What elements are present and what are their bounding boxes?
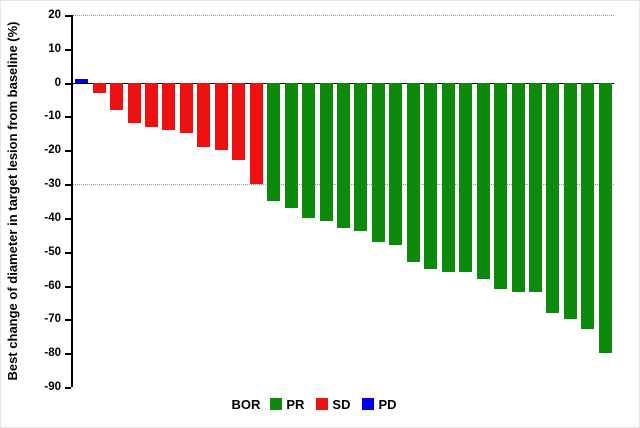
- bar-sd: [179, 82, 193, 134]
- bar-pr: [371, 82, 385, 242]
- bar-pr: [459, 82, 473, 272]
- bar-pr: [389, 82, 403, 245]
- y-tick: [65, 15, 71, 17]
- bar-pr: [528, 82, 542, 293]
- y-tick: [65, 217, 71, 220]
- y-tick: [65, 319, 71, 322]
- bar-sd: [145, 82, 159, 127]
- bar-pr: [511, 82, 525, 293]
- y-tick: [65, 353, 71, 356]
- legend-swatch-sd: [316, 398, 329, 410]
- y-tick-label: -30: [44, 178, 61, 191]
- bar-pr: [563, 82, 577, 320]
- y-tick-label: 0: [54, 76, 61, 89]
- legend-title: BOR: [231, 397, 261, 412]
- y-tick-label: -40: [44, 211, 61, 224]
- y-tick: [65, 285, 71, 288]
- y-tick-label: -10: [44, 110, 61, 123]
- bar-pr: [581, 82, 595, 330]
- bar-pr: [302, 82, 316, 218]
- legend: BOR PR SD PD: [1, 397, 639, 412]
- y-tick-label: -20: [44, 144, 61, 157]
- bar-sd: [232, 82, 246, 161]
- y-tick: [65, 150, 71, 153]
- bar-pr: [267, 82, 281, 201]
- bar-sd: [249, 82, 263, 185]
- bar-pd: [75, 79, 89, 83]
- y-tick: [65, 82, 71, 85]
- bar-pr: [319, 82, 333, 222]
- y-tick-label: 10: [48, 42, 61, 55]
- bar-pr: [337, 82, 350, 229]
- bar-pr: [598, 82, 612, 354]
- bar-pr: [284, 82, 298, 208]
- bar-pr: [476, 82, 490, 279]
- legend-label-pd: PD: [378, 397, 397, 412]
- y-tick-label: -90: [44, 381, 61, 393]
- gridline-20: [73, 15, 614, 16]
- y-tick-label: -80: [44, 347, 61, 360]
- y-tick: [65, 48, 71, 51]
- bar-sd: [197, 82, 211, 147]
- y-tick-label: -50: [44, 245, 61, 258]
- legend-label-pr: PR: [286, 397, 305, 412]
- bar-sd: [110, 82, 124, 110]
- legend-swatch-pr: [270, 398, 283, 410]
- bar-pr: [424, 82, 438, 269]
- bar-pr: [494, 82, 508, 289]
- bar-pr: [441, 82, 455, 272]
- bar-pr: [406, 82, 420, 262]
- legend-entries: PR SD PD: [270, 397, 408, 412]
- bar-pr: [546, 82, 560, 313]
- y-tick: [65, 387, 71, 389]
- bar-sd: [162, 82, 176, 130]
- bar-sd: [214, 82, 228, 151]
- y-tick: [65, 251, 71, 254]
- legend-entry-pr: PR: [270, 397, 304, 412]
- y-tick-label: -60: [44, 279, 61, 292]
- y-tick: [65, 116, 71, 119]
- y-tick-label: -70: [44, 313, 61, 326]
- legend-swatch-pd: [362, 398, 375, 410]
- plot-area: 20 10 0 -10 -20 -30 -40 -50 -60 -70 -80 -90: [44, 9, 614, 393]
- bar-sd: [127, 82, 141, 124]
- legend-entry-sd: SD: [316, 397, 350, 412]
- y-tick: [65, 184, 71, 187]
- bar-pr: [354, 82, 368, 232]
- y-tick-label: 20: [48, 9, 61, 21]
- legend-entry-pd: PD: [362, 397, 397, 412]
- bar-sd: [92, 82, 106, 93]
- legend-label-sd: SD: [332, 397, 351, 412]
- y-axis-title-text: Best change of diameter in target lesion…: [5, 21, 20, 381]
